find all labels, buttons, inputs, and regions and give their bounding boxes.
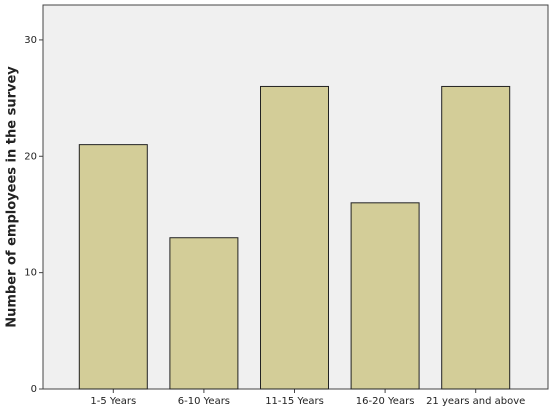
bar — [78, 144, 148, 390]
bar — [350, 202, 420, 390]
x-tick-label: 16-20 Years — [356, 396, 415, 407]
x-tick-label: 6-10 Years — [178, 396, 230, 407]
y-tick-label: 30 — [24, 35, 37, 46]
bar — [169, 237, 239, 390]
y-axis-label: Number of employees in the survey — [5, 66, 20, 328]
bar — [260, 85, 329, 390]
x-tick-label: 11-15 Years — [265, 396, 324, 407]
x-tick-label: 21 years and above — [426, 396, 525, 407]
y-tick-label: 10 — [24, 268, 37, 279]
y-tick-label: 20 — [24, 151, 37, 162]
y-tick-label: 0 — [31, 384, 37, 395]
x-tick-label: 1-5 Years — [90, 396, 136, 407]
bar — [441, 85, 511, 390]
